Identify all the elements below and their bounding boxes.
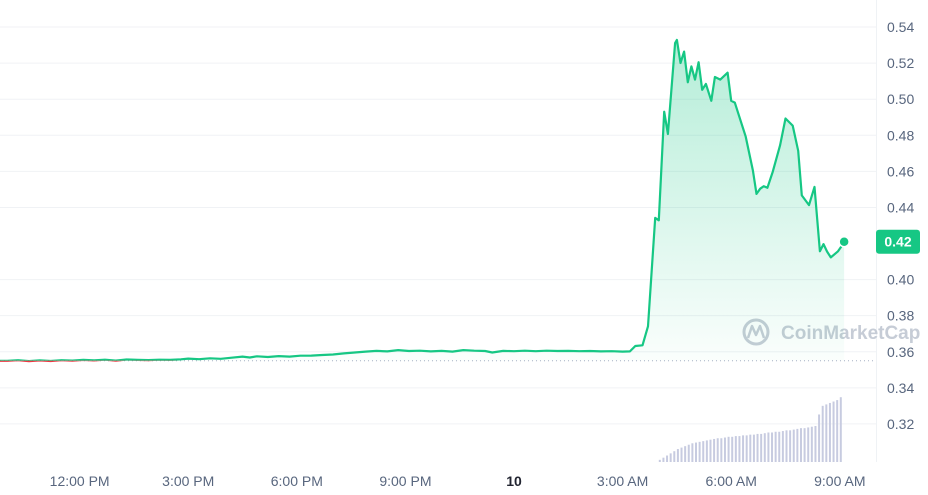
x-tick-label: 6:00 PM — [271, 473, 323, 489]
volume-bar — [763, 433, 766, 462]
volume-bar — [676, 449, 679, 462]
y-tick-label: 0.46 — [887, 163, 914, 179]
volume-bar — [709, 439, 712, 462]
volume-bar — [803, 428, 806, 462]
volume-bar — [756, 433, 759, 462]
x-tick-label: 6:00 AM — [706, 473, 757, 489]
volume-bar — [662, 457, 665, 462]
volume-bar — [731, 436, 734, 462]
volume-bar — [691, 443, 694, 462]
x-axis: 12:00 PM 3:00 PM 6:00 PM 9:00 PM 10 3:00 AM 6:… — [50, 473, 866, 489]
y-tick-label: 0.36 — [887, 344, 914, 360]
x-tick-label: 9:00 AM — [814, 473, 865, 489]
volume-bar — [684, 446, 687, 462]
volume-bar — [818, 414, 821, 462]
volume-bar — [792, 429, 795, 462]
y-tick-label: 0.40 — [887, 272, 914, 288]
volume-bar — [760, 433, 763, 462]
volume-bar — [810, 426, 813, 462]
volume-bar — [752, 434, 755, 462]
volume-bar — [742, 435, 745, 462]
volume-bar — [785, 430, 788, 462]
volume-bar — [723, 437, 726, 462]
y-tick-label: 0.32 — [887, 416, 914, 432]
volume-bar — [767, 432, 770, 462]
volume-bar — [774, 431, 777, 462]
volume-bar — [705, 440, 708, 462]
volume-bars — [658, 397, 842, 462]
volume-bar — [738, 436, 741, 462]
volume-bar — [702, 441, 705, 462]
x-tick-label: 9:00 PM — [379, 473, 431, 489]
y-tick-label: 0.50 — [887, 91, 914, 107]
y-tick-label: 0.38 — [887, 308, 914, 324]
volume-bar — [778, 431, 781, 462]
volume-bar — [828, 402, 831, 462]
volume-bar — [720, 438, 723, 462]
volume-bar — [666, 455, 669, 462]
price-line — [0, 38, 846, 361]
volume-bar — [695, 442, 697, 462]
volume-bar — [680, 447, 683, 462]
volume-bar — [727, 436, 730, 462]
volume-bar — [687, 444, 690, 462]
volume-bar — [789, 430, 792, 462]
volume-bar — [832, 401, 835, 462]
volume-bar — [825, 404, 828, 462]
volume-bar — [749, 434, 752, 462]
x-tick-label: 3:00 PM — [162, 473, 214, 489]
volume-bar — [839, 397, 842, 462]
volume-bar — [807, 427, 810, 462]
y-tick-label: 0.44 — [887, 199, 914, 215]
y-tick-label: 0.34 — [887, 380, 914, 396]
current-price-dot[interactable] — [838, 235, 850, 248]
volume-bar — [658, 459, 661, 462]
y-tick-label: 0.48 — [887, 127, 914, 143]
y-tick-label: 0.52 — [887, 55, 914, 71]
volume-bar — [781, 431, 784, 462]
volume-bar — [821, 405, 824, 462]
volume-bar — [734, 436, 737, 462]
x-tick-label: 12:00 PM — [50, 473, 110, 489]
volume-bar — [673, 451, 676, 462]
price-area-fill — [0, 39, 845, 362]
volume-bar — [796, 428, 799, 462]
volume-bar — [799, 428, 802, 462]
volume-bar — [745, 435, 748, 462]
y-tick-label: 0.54 — [887, 19, 914, 35]
current-price-label: 0.42 — [884, 234, 911, 250]
volume-bar — [716, 438, 719, 462]
x-tick-label: 10 — [506, 473, 522, 489]
volume-bar — [814, 426, 817, 462]
volume-bar — [771, 432, 774, 462]
y-axis: 0.54 0.52 0.50 0.48 0.46 0.44 0.40 0.38 0.36 0.34… — [887, 19, 914, 432]
volume-bar — [836, 400, 839, 462]
volume-bar — [698, 441, 701, 462]
volume-bar — [713, 438, 716, 462]
x-tick-label: 3:00 AM — [597, 473, 648, 489]
current-price-badge: 0.42 — [876, 229, 920, 254]
volume-bar — [669, 453, 672, 462]
